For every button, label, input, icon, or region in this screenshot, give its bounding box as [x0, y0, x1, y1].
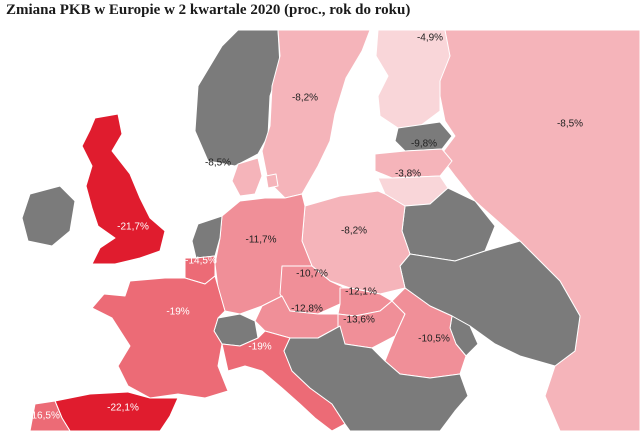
- region-united-kingdom: [81, 113, 166, 265]
- europe-map: -8,2% -4,9% -8,5% -9,8% -3,8% -8,5% -21,…: [0, 26, 640, 431]
- label-poland: -8,2%: [341, 226, 367, 237]
- region-portugal: [29, 400, 71, 431]
- label-denmark: -8,5%: [205, 158, 231, 169]
- europe-map-svg: -8,2% -4,9% -8,5% -9,8% -3,8% -8,5% -21,…: [0, 26, 640, 431]
- region-balkans: [283, 325, 469, 431]
- label-spain: -22,1%: [107, 403, 139, 414]
- region-ireland: [21, 185, 76, 247]
- label-italy: -19%: [248, 342, 271, 353]
- label-lithuania: -3,8%: [395, 169, 421, 180]
- page-title: Zmiana PKB w Europie w 2 kwartale 2020 (…: [6, 2, 411, 18]
- label-slovakia: -12,1%: [345, 287, 377, 298]
- label-sweden: -8,2%: [292, 93, 318, 104]
- region-france: [91, 275, 229, 399]
- label-romania: -10,5%: [418, 334, 450, 345]
- label-germany: -11,7%: [246, 235, 277, 246]
- label-austria: -12,8%: [291, 304, 323, 315]
- label-russia: -8,5%: [557, 119, 583, 130]
- region-latvia: [374, 148, 453, 179]
- region-denmark: [231, 157, 279, 197]
- label-czechia: -10,7%: [296, 269, 328, 280]
- label-united-kingdom: -21,7%: [117, 222, 149, 233]
- label-france: -19%: [166, 307, 189, 318]
- label-finland: -4,9%: [417, 33, 443, 44]
- label-hungary: -13,6%: [343, 315, 375, 326]
- label-latvia: -9,8%: [411, 139, 437, 150]
- label-belgium: -14,5%: [185, 256, 217, 267]
- region-romania: [384, 287, 467, 379]
- label-portugal: -16,5%: [28, 411, 60, 422]
